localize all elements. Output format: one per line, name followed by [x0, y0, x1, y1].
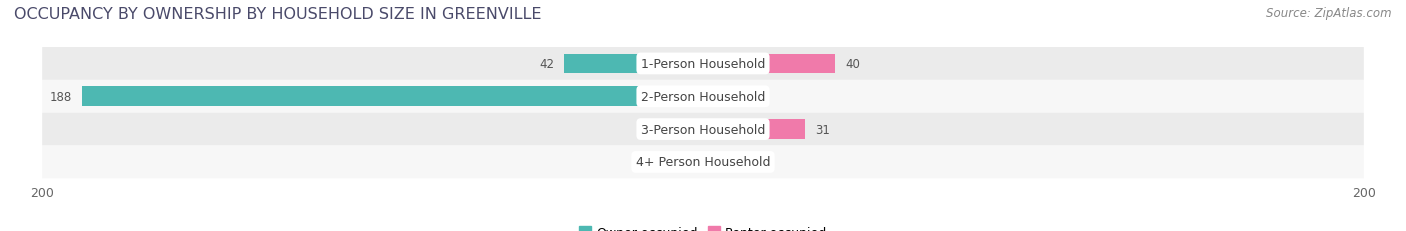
Bar [676, 120, 703, 139]
FancyBboxPatch shape [42, 48, 1364, 81]
FancyBboxPatch shape [42, 113, 1364, 146]
Bar [564, 54, 703, 74]
Bar [703, 87, 730, 107]
Text: 1: 1 [682, 156, 690, 169]
Text: OCCUPANCY BY OWNERSHIP BY HOUSEHOLD SIZE IN GREENVILLE: OCCUPANCY BY OWNERSHIP BY HOUSEHOLD SIZE… [14, 7, 541, 22]
Text: 40: 40 [845, 58, 860, 71]
Text: 0: 0 [740, 90, 747, 103]
Text: 42: 42 [540, 58, 554, 71]
Text: 188: 188 [49, 90, 72, 103]
Bar [700, 152, 703, 172]
Bar [703, 54, 835, 74]
Text: 31: 31 [815, 123, 830, 136]
Text: 1-Person Household: 1-Person Household [641, 58, 765, 71]
Bar [703, 152, 730, 172]
FancyBboxPatch shape [42, 146, 1364, 179]
Text: Source: ZipAtlas.com: Source: ZipAtlas.com [1267, 7, 1392, 20]
Text: 2-Person Household: 2-Person Household [641, 90, 765, 103]
Text: 3-Person Household: 3-Person Household [641, 123, 765, 136]
FancyBboxPatch shape [42, 81, 1364, 113]
Text: 0: 0 [740, 156, 747, 169]
Bar [82, 87, 703, 107]
Text: 0: 0 [659, 123, 666, 136]
Legend: Owner-occupied, Renter-occupied: Owner-occupied, Renter-occupied [574, 221, 832, 231]
Text: 4+ Person Household: 4+ Person Household [636, 156, 770, 169]
Bar [703, 120, 806, 139]
